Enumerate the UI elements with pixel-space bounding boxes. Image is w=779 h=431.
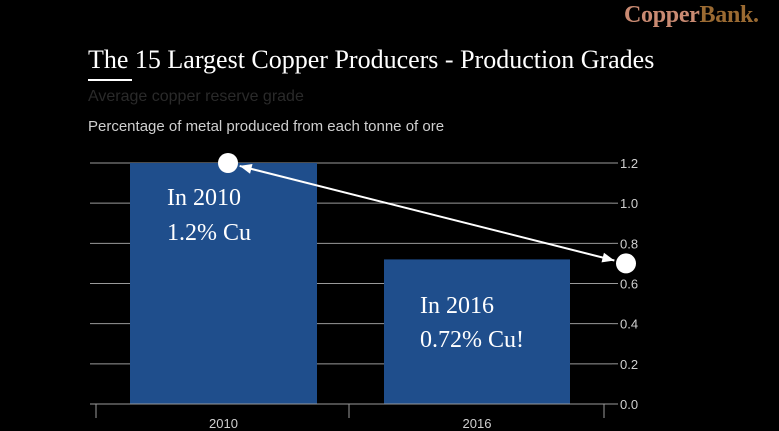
bar-annotation-year: In 2016 (420, 293, 494, 319)
y-tick-label: 0.0 (620, 397, 638, 412)
arrow-line (239, 164, 615, 262)
y-tick-label: 0.2 (620, 357, 638, 372)
chart-title: The 15 Largest Copper Producers - Produc… (88, 45, 655, 74)
marker-2016 (616, 253, 636, 274)
bar-annotation-year: In 2010 (167, 185, 241, 211)
arrow-head-start (239, 164, 253, 174)
y-tick-label: 0.6 (620, 277, 638, 292)
x-tick-label: 2016 (463, 416, 492, 431)
bar (384, 259, 570, 404)
brand-logo-part2: Bank. (699, 2, 760, 28)
arrow-head-end (601, 252, 615, 263)
chart-caption: Percentage of metal produced from each t… (88, 118, 445, 135)
bar-annotation-grade: 1.2% Cu (167, 220, 251, 246)
y-tick-label: 1.2 (620, 156, 638, 171)
x-tick-label: 2010 (209, 416, 238, 431)
y-tick-label: 0.8 (620, 236, 638, 251)
bar (130, 163, 317, 404)
y-tick-label: 1.0 (620, 196, 638, 211)
title-rule (88, 79, 132, 81)
chart-subtitle: Average copper reserve grade (88, 88, 304, 105)
brand-logo-part1: Copper (624, 2, 700, 28)
y-tick-label: 0.4 (620, 317, 638, 332)
marker-2010 (218, 153, 238, 173)
bar-annotation-grade: 0.72% Cu! (420, 327, 524, 353)
brand-logo: CopperBank. (624, 2, 759, 29)
